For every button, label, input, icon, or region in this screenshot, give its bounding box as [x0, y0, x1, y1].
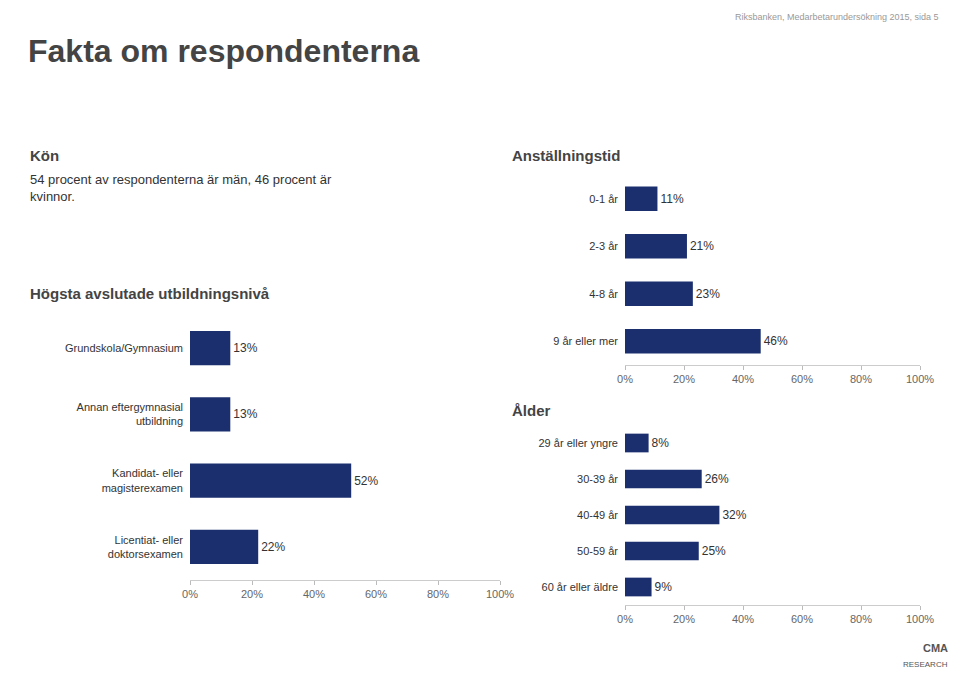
svg-text:13%: 13% [233, 341, 257, 355]
svg-text:80%: 80% [850, 373, 872, 385]
svg-text:0%: 0% [182, 588, 198, 600]
svg-text:40%: 40% [732, 613, 754, 625]
svg-text:Licentiat- ellerdoktorsexamen: Licentiat- ellerdoktorsexamen [108, 534, 184, 560]
svg-text:0%: 0% [617, 613, 633, 625]
svg-text:Fakta om respondenterna: Fakta om respondenterna [28, 33, 419, 69]
svg-text:54 procent av respondenterna ä: 54 procent av respondenterna är män, 46 … [30, 172, 332, 204]
svg-text:40%: 40% [303, 588, 325, 600]
svg-text:20%: 20% [673, 373, 695, 385]
svg-text:20%: 20% [241, 588, 263, 600]
svg-text:80%: 80% [850, 613, 872, 625]
svg-text:4-8 år: 4-8 år [589, 288, 618, 300]
svg-text:30-39 år: 30-39 år [577, 473, 618, 485]
svg-text:Kön: Kön [30, 147, 59, 164]
svg-text:Annan eftergymnasialutbildning: Annan eftergymnasialutbildning [77, 401, 183, 427]
svg-text:80%: 80% [427, 588, 449, 600]
svg-text:Ålder: Ålder [512, 402, 551, 419]
svg-text:0%: 0% [617, 373, 633, 385]
svg-text:20%: 20% [673, 613, 695, 625]
svg-text:CMA: CMA [923, 642, 948, 654]
svg-text:40%: 40% [732, 373, 754, 385]
svg-text:21%: 21% [690, 239, 714, 253]
svg-text:Anställningstid: Anställningstid [512, 147, 620, 164]
svg-text:0-1 år: 0-1 år [589, 193, 618, 205]
svg-text:40-49 år: 40-49 år [577, 509, 618, 521]
svg-text:26%: 26% [705, 472, 729, 486]
svg-text:25%: 25% [702, 544, 726, 558]
svg-text:23%: 23% [696, 287, 720, 301]
svg-text:60 år eller äldre: 60 år eller äldre [542, 581, 618, 593]
svg-text:29 år eller yngre: 29 år eller yngre [539, 437, 619, 449]
svg-text:9 år eller mer: 9 år eller mer [553, 335, 618, 347]
svg-text:Kandidat- ellermagisterexamen: Kandidat- ellermagisterexamen [102, 467, 184, 493]
svg-text:100%: 100% [906, 613, 934, 625]
svg-text:Högsta avslutade utbildningsni: Högsta avslutade utbildningsnivå [30, 285, 270, 302]
svg-text:32%: 32% [722, 508, 746, 522]
svg-text:100%: 100% [906, 373, 934, 385]
svg-text:52%: 52% [354, 474, 378, 488]
svg-text:46%: 46% [764, 334, 788, 348]
svg-text:2-3 år: 2-3 år [589, 240, 618, 252]
svg-text:60%: 60% [365, 588, 387, 600]
svg-text:50-59 år: 50-59 år [577, 545, 618, 557]
svg-text:Riksbanken, Medarbetarundersök: Riksbanken, Medarbetarundersökning 2015,… [735, 12, 939, 22]
svg-text:Grundskola/Gymnasium: Grundskola/Gymnasium [65, 342, 183, 354]
svg-text:22%: 22% [261, 540, 285, 554]
svg-text:9%: 9% [655, 580, 673, 594]
svg-text:8%: 8% [652, 436, 670, 450]
svg-text:11%: 11% [660, 192, 683, 206]
svg-text:60%: 60% [791, 373, 813, 385]
svg-text:60%: 60% [791, 613, 813, 625]
svg-text:13%: 13% [233, 407, 257, 421]
svg-text:100%: 100% [486, 588, 514, 600]
svg-text:RESEARCH: RESEARCH [903, 660, 948, 669]
